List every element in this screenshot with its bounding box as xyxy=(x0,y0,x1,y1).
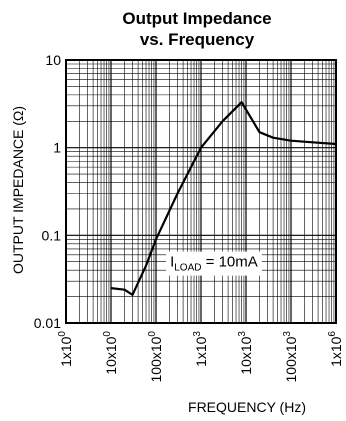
x-tick-base: 1x10 xyxy=(193,336,209,367)
x-tick-base: 10x10 xyxy=(238,336,254,374)
y-tick-label: 0.1 xyxy=(42,227,62,243)
y-axis-label: OUTPUT IMPEDANCE (Ω) xyxy=(10,106,26,274)
grid xyxy=(65,60,336,324)
x-tick-label: 1x103 xyxy=(192,331,209,367)
chart-title-line2: vs. Frequency xyxy=(140,30,255,49)
x-tick-label: 1x106 xyxy=(327,331,344,367)
x-tick-exponent: 3 xyxy=(237,331,248,337)
chart-title-line1: Output Impedance xyxy=(122,9,271,28)
x-tick-base: 100x10 xyxy=(148,336,164,382)
x-tick-exponent: 6 xyxy=(327,331,338,337)
y-tick-labels: 10 1 0.1 0.01 xyxy=(34,52,61,331)
x-axis-label: FREQUENCY (Hz) xyxy=(188,399,306,415)
plot-frame xyxy=(65,59,337,324)
x-tick-label: 10x103 xyxy=(237,331,254,375)
annotation-suffix: = 10mA xyxy=(201,254,257,271)
x-tick-label: 10x100 xyxy=(102,331,119,375)
y-tick-label: 0.01 xyxy=(34,315,61,331)
x-tick-label: 1x100 xyxy=(57,331,74,367)
y-tick-label: 10 xyxy=(45,52,61,68)
load-current-annotation: ILOAD = 10mA xyxy=(166,251,262,276)
y-tick-label: 1 xyxy=(53,140,61,156)
x-tick-exponent: 0 xyxy=(147,331,158,337)
annotation-prefix: I xyxy=(170,254,174,271)
x-tick-base: 100x10 xyxy=(283,336,299,382)
x-tick-base: 1x10 xyxy=(328,336,344,367)
x-tick-base: 10x10 xyxy=(103,336,119,374)
x-tick-exponent: 0 xyxy=(102,331,113,337)
annotation-background xyxy=(166,251,262,276)
series-line xyxy=(110,101,337,296)
x-tick-exponent: 0 xyxy=(57,331,68,337)
x-tick-label: 100x103 xyxy=(282,331,299,383)
x-tick-base: 1x10 xyxy=(58,336,74,367)
x-tick-exponent: 3 xyxy=(282,331,293,337)
x-tick-labels: 1x10010x100100x1001x10310x103100x1031x10… xyxy=(57,331,344,383)
x-tick-label: 100x100 xyxy=(147,331,164,383)
annotation-text: ILOAD = 10mA xyxy=(170,254,258,274)
x-tick-exponent: 3 xyxy=(192,331,203,337)
annotation-subscript: LOAD xyxy=(174,263,201,274)
